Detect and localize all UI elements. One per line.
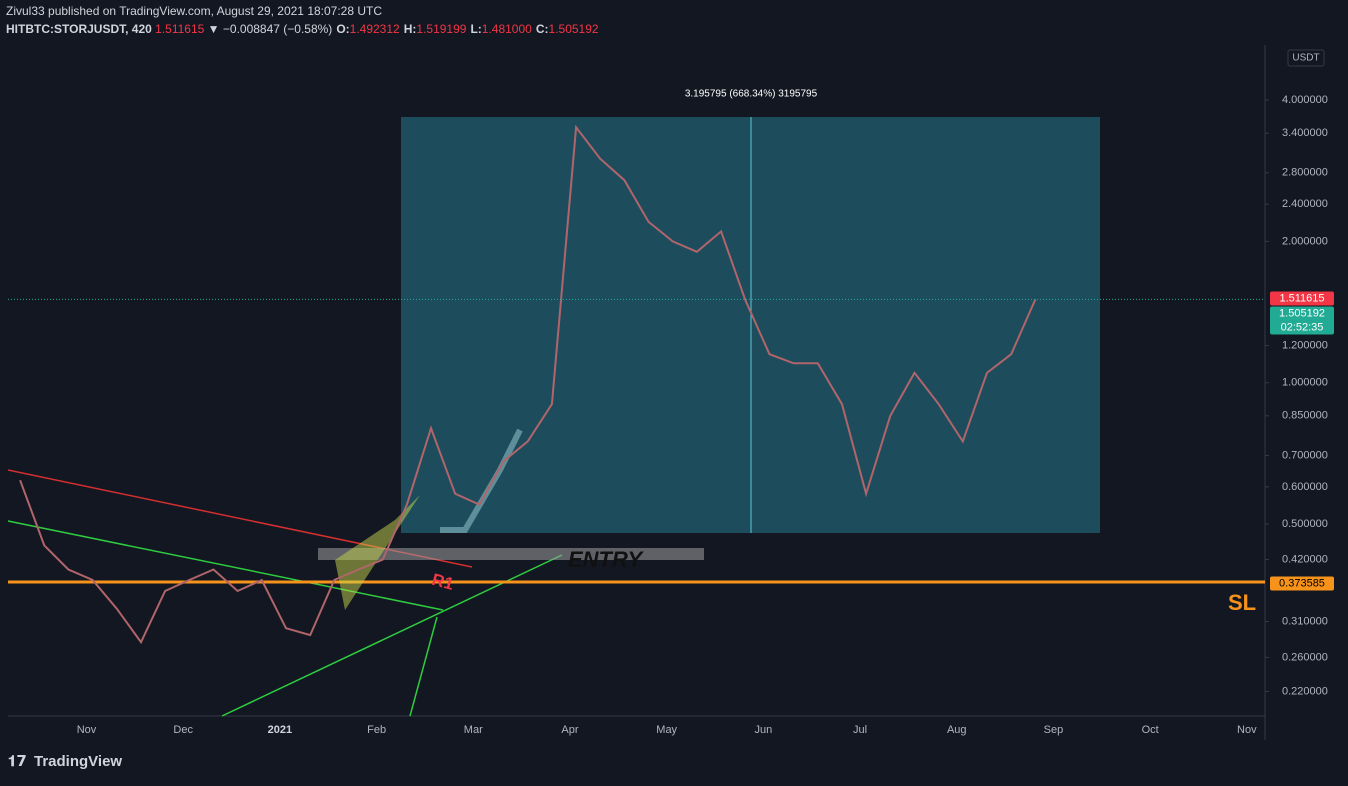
- y-tick-label: 0.310000: [1282, 615, 1328, 627]
- price-line: [19, 124, 1037, 645]
- price-label-box: [1270, 306, 1334, 335]
- price-label: 1.505192: [1279, 307, 1325, 319]
- x-tick-label: Oct: [1142, 724, 1159, 736]
- x-tick-label: Nov: [1237, 724, 1257, 736]
- trend-line: [409, 616, 438, 717]
- price-label: 1.511615: [1279, 292, 1324, 304]
- y-tick-label: 0.260000: [1282, 651, 1328, 663]
- change: ▼ −0.008847 (−0.58%): [208, 22, 333, 36]
- x-tick-label: Sep: [1044, 724, 1064, 736]
- published: Zivul33 published on TradingView.com, Au…: [6, 4, 382, 18]
- x-tick-label: Mar: [464, 724, 483, 736]
- symbol: HITBTC:STORJUSDT, 420: [6, 22, 152, 36]
- currency-box: [1287, 49, 1325, 67]
- brand-logo: 𝟏𝟳: [8, 753, 27, 770]
- y-tick-label: 0.700000: [1282, 449, 1328, 461]
- x-tick-label: Aug: [947, 724, 967, 736]
- y-tick-label: 2.400000: [1282, 198, 1328, 210]
- measure-label: 3.195795 (668.34%) 3195795: [685, 89, 818, 100]
- y-tick-label: 4.000000: [1282, 94, 1328, 106]
- y-tick-label: 0.600000: [1282, 481, 1328, 493]
- price-label-box: [1270, 576, 1334, 591]
- ohlc-key: C:: [536, 22, 549, 36]
- y-tick-label: 1.000000: [1282, 377, 1328, 389]
- x-tick-label: Nov: [77, 724, 97, 736]
- x-tick-label: Jun: [754, 724, 772, 736]
- trend-line: [7, 520, 444, 611]
- ohlc-key: O:: [336, 22, 349, 36]
- ohlc-value: 1.519199: [416, 22, 466, 36]
- currency: USDT: [1292, 53, 1319, 64]
- y-tick-label: 3.400000: [1282, 127, 1328, 139]
- y-tick-label: 2.000000: [1282, 235, 1328, 247]
- y-tick-label: 0.500000: [1282, 518, 1328, 530]
- x-tick-label: Apr: [561, 724, 578, 736]
- y-tick-label: 0.850000: [1282, 410, 1328, 422]
- ohlc-key: H:: [404, 22, 417, 36]
- ohlc: O:1.492312 H:1.519199 L:1.481000 C:1.505192: [336, 22, 599, 36]
- symbol-line: HITBTC:STORJUSDT, 420 1.511615 ▼ −0.0088…: [6, 22, 599, 36]
- countdown: 02:52:35: [1281, 321, 1324, 333]
- last: 1.511615: [155, 22, 204, 36]
- x-tick-label: Jul: [853, 724, 867, 736]
- ohlc-key: L:: [470, 22, 481, 36]
- ohlc-value: 1.492312: [350, 22, 400, 36]
- y-tick-label: 1.200000: [1282, 339, 1328, 351]
- entry-label: ENTRY: [568, 547, 644, 572]
- x-tick-label: 2021: [268, 724, 292, 736]
- x-tick-label: May: [656, 724, 677, 736]
- brand: TradingView: [34, 753, 122, 770]
- y-tick-label: 0.220000: [1282, 685, 1328, 697]
- x-tick-label: Dec: [173, 724, 193, 736]
- ohlc-value: 1.505192: [549, 22, 599, 36]
- y-tick-label: 0.420000: [1282, 553, 1328, 565]
- ohlc-value: 1.481000: [482, 22, 532, 36]
- x-tick-label: Feb: [367, 724, 386, 736]
- r1-label: R1: [430, 570, 456, 594]
- price-label-box: [1270, 291, 1334, 306]
- sl-label: SL: [1228, 590, 1256, 615]
- y-tick-label: 2.800000: [1282, 167, 1328, 179]
- entry-box: [318, 548, 704, 560]
- price-label: 0.373585: [1279, 577, 1325, 589]
